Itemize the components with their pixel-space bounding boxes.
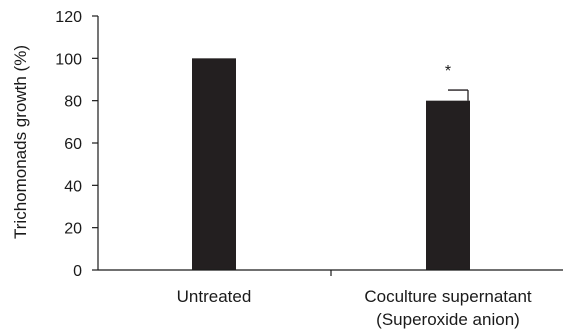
y-tick-label: 0 bbox=[73, 263, 82, 280]
y-tick-label: 120 bbox=[55, 9, 82, 26]
x-category-label: (Superoxide anion) bbox=[376, 310, 520, 329]
y-tick-label: 80 bbox=[64, 94, 82, 111]
y-axis-title: Trichomonads growth (%) bbox=[11, 45, 30, 239]
x-category-label: Untreated bbox=[177, 287, 252, 306]
y-tick-label: 40 bbox=[64, 178, 82, 195]
x-axis-labels: Untreated Coculture supernatant (Superoxid… bbox=[177, 287, 532, 329]
bar bbox=[426, 100, 470, 271]
bars: * bbox=[192, 58, 470, 271]
x-category-label: Coculture supernatant bbox=[364, 287, 532, 306]
significance-asterisk: * bbox=[445, 63, 451, 80]
y-axis-ticks: 0 20 40 60 80 100 120 bbox=[55, 9, 332, 280]
bar bbox=[192, 58, 236, 271]
y-tick-label: 60 bbox=[64, 136, 82, 153]
y-tick-label: 20 bbox=[64, 221, 82, 238]
y-tick-label: 100 bbox=[55, 51, 82, 68]
